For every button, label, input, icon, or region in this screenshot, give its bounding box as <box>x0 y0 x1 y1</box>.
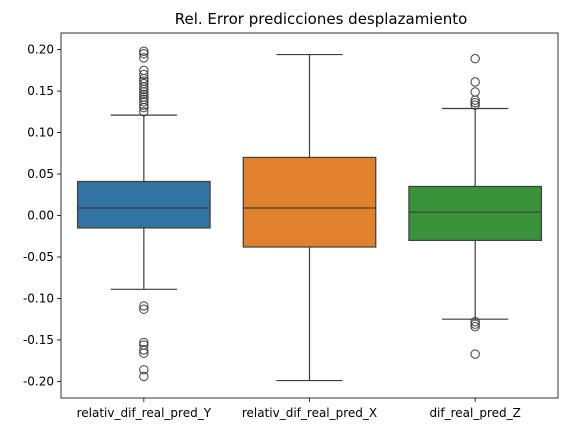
outlier-0-4 <box>139 94 149 105</box>
outlier-2-9 <box>470 349 480 359</box>
outlier-0-20 <box>139 337 149 348</box>
outlier-0-25 <box>139 371 149 382</box>
outlier-2-3 <box>470 87 480 97</box>
outlier-0-19 <box>139 304 149 314</box>
box-0 <box>76 180 211 229</box>
y-tick-label-7: 0.15 <box>27 84 54 98</box>
outlier-2-5 <box>470 54 480 64</box>
outlier-0-14 <box>139 65 149 76</box>
y-tick-label-6: 0.10 <box>27 126 54 140</box>
plot-area: -0.20 -0.15 -0.10 -0.05 0.00 0.05 0.10 0.15 0.20… <box>23 32 559 420</box>
outlier-2-4 <box>470 77 480 87</box>
y-tick-label-2: -0.10 <box>23 291 54 305</box>
outlier-0-15 <box>139 53 149 63</box>
outlier-0-5 <box>139 92 149 102</box>
outlier-0-22 <box>139 345 149 355</box>
box-2 <box>408 185 543 241</box>
y-tick-label-0: -0.20 <box>23 374 54 388</box>
outlier-2-6 <box>470 316 480 327</box>
outlier-0-24 <box>139 365 149 375</box>
outlier-2-7 <box>470 319 480 329</box>
outlier-0-11 <box>139 76 149 86</box>
y-tick-label-8: 0.20 <box>27 43 54 57</box>
outlier-0-10 <box>139 78 149 89</box>
box-1 <box>242 156 377 248</box>
x-tick-label-0: relativ_dif_real_pred_Y <box>77 406 212 420</box>
outlier-0-13 <box>139 69 149 80</box>
chart-title: Rel. Error predicciones desplazamiento <box>175 10 468 28</box>
y-tick-label-1: -0.15 <box>23 333 54 347</box>
outlier-0-17 <box>139 46 149 56</box>
plot-frame <box>60 32 559 399</box>
y-tick-label-5: 0.05 <box>27 167 54 181</box>
outlier-0-16 <box>139 49 149 59</box>
outlier-0-0 <box>139 107 149 117</box>
outlier-0-3 <box>139 97 149 107</box>
outlier-2-8 <box>470 321 480 332</box>
outlier-2-1 <box>470 97 480 108</box>
y-tick-label-3: -0.05 <box>23 250 54 264</box>
x-tick-label-2: dif_real_pred_Z <box>429 406 520 420</box>
x-tick-label-1: relativ_dif_real_pred_X <box>242 406 377 420</box>
y-tick-label-4: 0.00 <box>27 209 54 223</box>
outlier-0-23 <box>139 348 149 358</box>
outlier-0-6 <box>139 89 149 100</box>
outlier-2-0 <box>470 100 480 110</box>
outlier-0-18 <box>139 301 149 311</box>
